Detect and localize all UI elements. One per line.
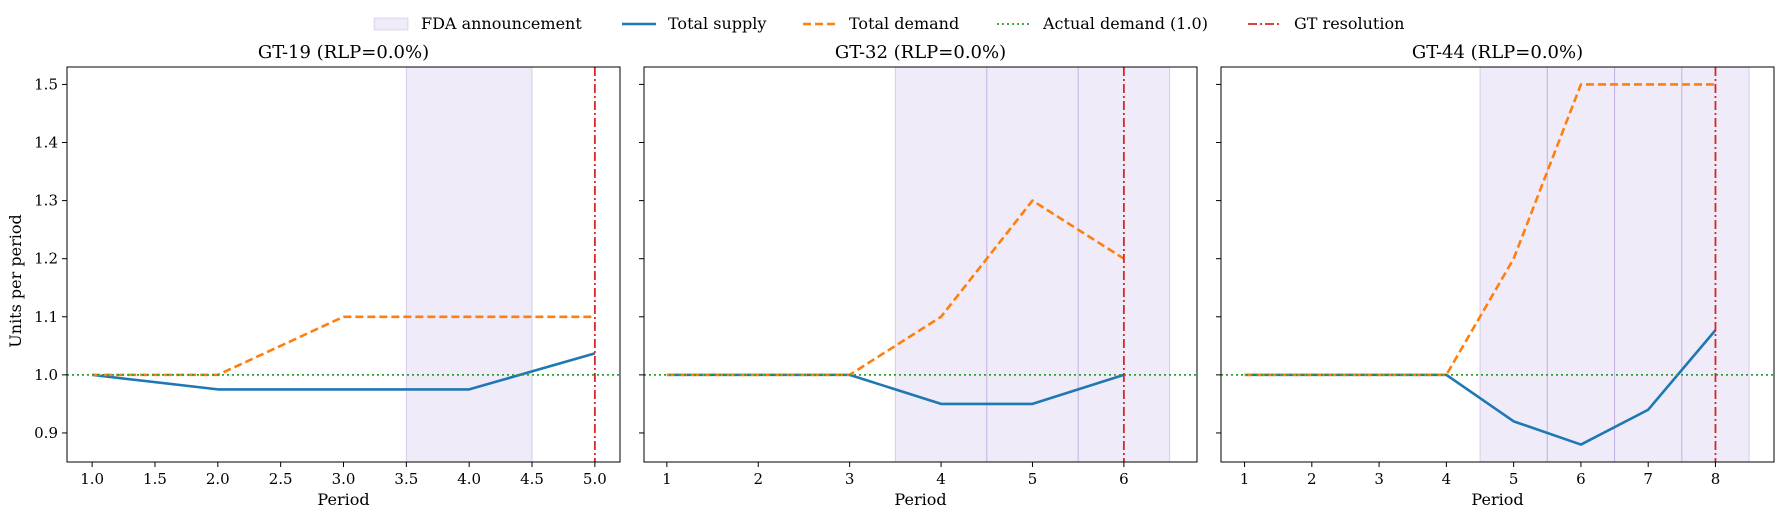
- legend-item-gt: GT resolution: [1248, 14, 1404, 33]
- plot-frame: [1220, 66, 1775, 463]
- fda-span-3: [1614, 67, 1683, 462]
- panel-3: 1 2 3 4 5 6 7 8 GT-44 (RLP=0.0%) Period: [1216, 42, 1775, 509]
- legend-item-demand: Total demand: [803, 14, 959, 33]
- panel-2: 1 2 3 4 5 6 GT-32 (RLP=0.0%) Period: [639, 42, 1198, 509]
- x-tick-label: 3.0: [332, 470, 356, 488]
- x-tick-label: 4: [936, 470, 946, 488]
- x-tick-label: 3: [1374, 470, 1384, 488]
- legend-swatch-fda: [373, 17, 409, 31]
- x-tick-label: 1: [1240, 470, 1250, 488]
- legend-label-actual: Actual demand (1.0): [1042, 14, 1208, 33]
- fda-span-1: [1479, 67, 1548, 462]
- y-tick-label: 1.4: [34, 134, 58, 152]
- legend-item-fda: FDA announcement: [373, 14, 582, 33]
- demand-line: [92, 315, 595, 377]
- legend-label-demand: Total demand: [849, 14, 959, 33]
- legend: FDA announcement Total supply Total demand…: [373, 14, 1404, 33]
- y-tick-label: 1.2: [34, 250, 58, 268]
- x-tick-label: 5: [1028, 470, 1038, 488]
- x-axis-label: Period: [1471, 490, 1523, 509]
- demand-line: [666, 199, 1125, 377]
- x-tick-label: 1: [662, 470, 672, 488]
- legend-label-supply: Total supply: [668, 14, 766, 33]
- x-tick-label: 6: [1576, 470, 1586, 488]
- y-tick-label: 1.0: [34, 366, 58, 384]
- legend-item-actual: Actual demand (1.0): [997, 14, 1208, 33]
- fda-span-2: [986, 67, 1079, 462]
- x-tick-label: 1.5: [143, 470, 167, 488]
- y-axis-label: Units per period: [6, 214, 25, 347]
- legend-label-gt: GT resolution: [1294, 14, 1404, 33]
- x-tick-label: 4.0: [457, 470, 481, 488]
- plot-frame: [643, 66, 1198, 463]
- demand-line: [1244, 83, 1716, 377]
- y-tick-label: 1.3: [34, 192, 58, 210]
- x-tick-label: 7: [1643, 470, 1653, 488]
- fda-span-1: [405, 67, 533, 462]
- panel-title: GT-32 (RLP=0.0%): [835, 42, 1006, 63]
- x-tick-label: 1.0: [80, 470, 104, 488]
- y-tick-label: 1.5: [34, 75, 58, 93]
- x-tick-label: 2: [1307, 470, 1317, 488]
- supply-line: [91, 352, 596, 391]
- x-tick-label: 8: [1711, 470, 1721, 488]
- panel-title: GT-19 (RLP=0.0%): [258, 42, 429, 63]
- y-tick-label: 1.1: [34, 308, 58, 326]
- x-tick-label: 2: [753, 470, 763, 488]
- x-tick-label: 6: [1119, 470, 1129, 488]
- panel-1: 1.0 1.5 2.0 2.5 3.0 3.5 4.0 4.5 5.0 0.9 1.0 1.1 1.2 1…: [34, 42, 621, 509]
- legend-label-fda: FDA announcement: [421, 14, 582, 33]
- panels: 1.0 1.5 2.0 2.5 3.0 3.5 4.0 4.5 5.0 0.9 1.0 1.1 1.2 1…: [34, 42, 1775, 509]
- y-tick-label: 0.9: [34, 424, 58, 442]
- plot-frame: [66, 66, 621, 463]
- x-tick-label: 3: [845, 470, 855, 488]
- x-tick-label: 4: [1442, 470, 1452, 488]
- x-tick-label: 3.5: [394, 470, 418, 488]
- legend-item-supply: Total supply: [622, 14, 766, 33]
- x-tick-label: 2.5: [269, 470, 293, 488]
- fda-span-1: [894, 67, 988, 462]
- fda-span-2: [1546, 67, 1616, 462]
- x-axis-label: Period: [317, 490, 369, 509]
- x-tick-label: 2.0: [206, 470, 230, 488]
- x-axis-label: Period: [894, 490, 946, 509]
- x-tick-label: 5.0: [583, 470, 607, 488]
- x-tick-label: 4.5: [520, 470, 544, 488]
- panel-title: GT-44 (RLP=0.0%): [1412, 42, 1583, 63]
- x-tick-label: 5: [1509, 470, 1519, 488]
